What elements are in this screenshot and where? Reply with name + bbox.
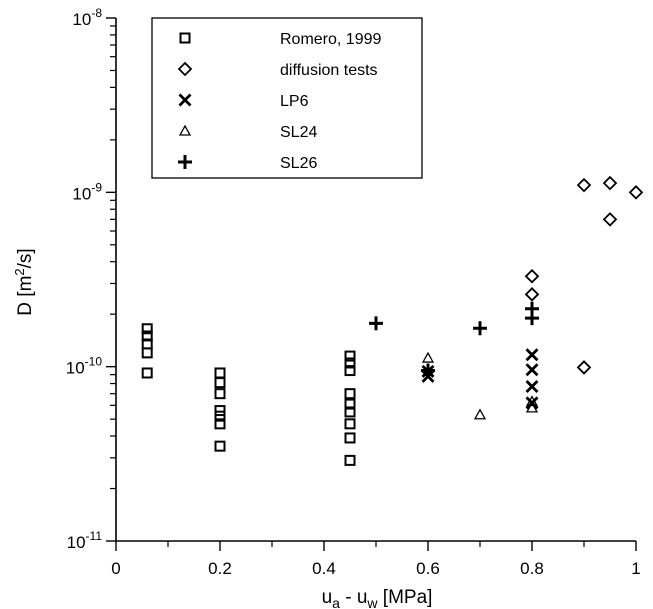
point-romero-1999: [214, 440, 226, 452]
point-sl26: [421, 363, 435, 378]
point-romero-1999: [344, 398, 356, 410]
legend-entry: LP6: [178, 93, 309, 110]
point-lp6: [525, 363, 539, 377]
legend-label: SL26: [280, 155, 317, 172]
legend: Romero, 1999 diffusion tests LP6 SL24 SL26: [151, 17, 423, 179]
point-diffusion-tests: [524, 287, 540, 302]
point-romero-1999: [141, 330, 153, 342]
point-sl24: [421, 351, 435, 363]
y-tick-label: 10-11: [67, 529, 103, 552]
tick-marks: [106, 17, 637, 551]
point-romero-1999: [344, 432, 356, 444]
point-diffusion-tests: [602, 212, 618, 227]
series-sl24: [421, 351, 539, 420]
x-tick-label: 0.8: [520, 559, 544, 578]
point-romero-1999: [344, 388, 356, 400]
point-romero-1999: [214, 410, 226, 422]
point-romero-1999: [344, 454, 356, 466]
point-romero-1999: [344, 365, 356, 377]
point-sl24: [525, 395, 539, 407]
x-tick-label: 0.2: [208, 559, 232, 578]
series-sl26: [369, 301, 539, 378]
x-tick-label: 0.4: [312, 559, 336, 578]
point-romero-1999: [214, 388, 226, 400]
point-romero-1999: [344, 350, 356, 362]
x-axis-title: ua - uw [MPa]: [322, 587, 433, 609]
point-diffusion-tests: [576, 360, 592, 375]
point-diffusion-tests: [628, 185, 644, 200]
point-sl24: [525, 401, 539, 413]
point-romero-1999: [344, 406, 356, 418]
x-tick-label: 0.6: [416, 559, 440, 578]
data-points: [141, 175, 644, 466]
y-tick-label: 10-10: [66, 355, 103, 378]
point-romero-1999: [141, 323, 153, 335]
legend-entry: SL24: [178, 124, 317, 141]
point-romero-1999: [344, 357, 356, 369]
point-romero-1999: [214, 405, 226, 417]
legend-label: SL24: [280, 124, 317, 141]
point-diffusion-tests: [524, 268, 540, 284]
point-sl24: [473, 408, 487, 420]
y-tick-label: 10-8: [72, 6, 102, 29]
x-tick-label: 0: [111, 559, 120, 578]
point-romero-1999: [141, 367, 153, 379]
series-lp6: [421, 348, 539, 410]
y-axis-title: D [m2/s]: [12, 248, 36, 315]
legend-label: LP6: [280, 93, 309, 110]
legend-entry: Romero, 1999: [179, 31, 381, 48]
legend-marker-triangle: [178, 124, 192, 136]
legend-label: Romero, 1999: [280, 31, 381, 48]
point-sl26: [473, 321, 487, 336]
legend-box: [151, 17, 423, 179]
point-sl26: [369, 316, 383, 331]
point-lp6: [525, 379, 539, 393]
legend-label: diffusion tests: [280, 62, 378, 79]
point-romero-1999: [214, 377, 226, 389]
legend-entries: Romero, 1999 diffusion tests LP6 SL24 SL26: [177, 31, 381, 172]
legend-entry: diffusion tests: [177, 61, 378, 79]
series-romero-1999: [141, 323, 356, 466]
legend-entry: SL26: [178, 155, 317, 172]
point-lp6: [525, 348, 539, 362]
legend-marker-x: [178, 93, 192, 107]
point-romero-1999: [344, 418, 356, 430]
point-romero-1999: [141, 347, 153, 359]
tick-labels: 0 0.2 0.4 0.6 0.8 1 10-11 10-10 10-9 10-8: [66, 6, 641, 578]
x-tick-label: 1: [631, 559, 640, 578]
legend-marker-square: [179, 32, 191, 44]
point-romero-1999: [214, 418, 226, 430]
point-romero-1999: [214, 367, 226, 379]
point-diffusion-tests: [576, 177, 592, 193]
series-diffusion-tests: [524, 175, 644, 375]
legend-marker-diamond: [177, 61, 193, 77]
point-sl26: [525, 311, 539, 326]
y-tick-label: 10-9: [72, 180, 102, 203]
legend-marker-plus: [178, 155, 192, 169]
point-diffusion-tests: [602, 175, 618, 191]
